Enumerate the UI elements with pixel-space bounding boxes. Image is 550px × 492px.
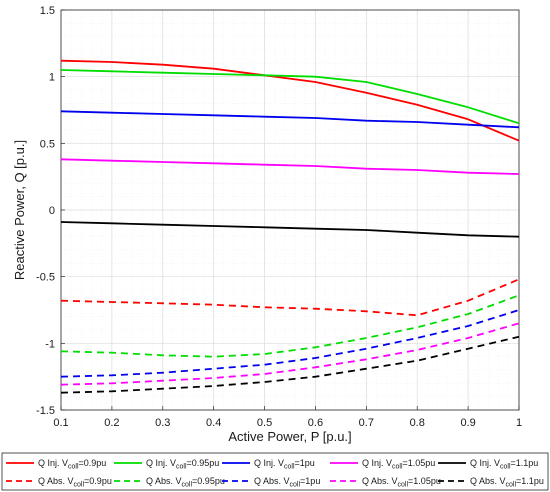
legend-label-2: Q Inj. Vcoll=0.95pu bbox=[146, 458, 219, 471]
series-line-9 bbox=[60, 322, 520, 386]
legend-label-9: Q Abs. Vcoll=1.05pu bbox=[362, 476, 441, 489]
legend-label-3: Q Inj. Vcoll=1pu bbox=[254, 458, 315, 471]
y-tick-label: -1.5 bbox=[36, 405, 55, 417]
legend-label-7: Q Abs. Vcoll=0.95pu bbox=[146, 476, 225, 489]
series-line-10 bbox=[60, 335, 520, 394]
legend-label-10: Q Abs. Vcoll=1.1pu bbox=[470, 476, 544, 489]
legend-label-1: Q Inj. Vcoll=0.9pu bbox=[38, 458, 106, 471]
x-tick-label: 0.1 bbox=[53, 417, 68, 429]
legend-label-8: Q Abs. Vcoll=1pu bbox=[254, 476, 320, 489]
legend-label-4: Q Inj. Vcoll=1.05pu bbox=[362, 458, 435, 471]
series-line-1 bbox=[60, 59, 520, 142]
y-axis-label: Reactive Power, Q [p.u.] bbox=[12, 140, 27, 280]
legend-box bbox=[1, 452, 549, 491]
legend-label-5: Q Inj. Vcoll=1.1pu bbox=[470, 458, 538, 471]
x-axis-ticks: 0.1 0.2 0.3 0.4 0.5 0.6 0.7 0.8 0.9 1 bbox=[53, 406, 522, 429]
x-axis-label: Active Power, P [p.u.] bbox=[228, 429, 351, 444]
series-line-2 bbox=[60, 69, 520, 125]
series-lines bbox=[60, 59, 520, 394]
legend-label-6: Q Abs. Vcoll=0.9pu bbox=[38, 476, 112, 489]
x-tick-label: 0.3 bbox=[155, 417, 170, 429]
x-tick-label: 0.2 bbox=[104, 417, 119, 429]
y-tick-label: -0.5 bbox=[36, 272, 55, 284]
series-line-4 bbox=[60, 158, 520, 175]
series-line-3 bbox=[60, 110, 520, 129]
y-tick-label: 1.5 bbox=[40, 5, 55, 17]
y-axis-ticks: -1.5 -1 -0.5 0 0.5 1 1.5 bbox=[36, 5, 65, 417]
legend: Q Inj. Vcoll=0.9pu Q Inj. Vcoll=0.95pu Q I… bbox=[6, 458, 544, 489]
series-line-8 bbox=[60, 309, 520, 378]
y-tick-label: 0 bbox=[49, 205, 55, 217]
series-line-5 bbox=[60, 221, 520, 238]
x-tick-label: 0.9 bbox=[460, 417, 475, 429]
x-tick-label: 0.7 bbox=[359, 417, 374, 429]
x-tick-label: 0.5 bbox=[257, 417, 272, 429]
series-line-7 bbox=[60, 294, 520, 358]
x-tick-label: 1 bbox=[516, 417, 522, 429]
y-tick-label: -1 bbox=[45, 338, 55, 350]
x-tick-label: 0.8 bbox=[410, 417, 425, 429]
x-tick-label: 0.4 bbox=[206, 417, 221, 429]
series-line-6 bbox=[60, 278, 520, 317]
x-tick-label: 0.6 bbox=[308, 417, 323, 429]
y-tick-label: 0.5 bbox=[40, 138, 55, 150]
y-tick-label: 1 bbox=[49, 72, 55, 84]
